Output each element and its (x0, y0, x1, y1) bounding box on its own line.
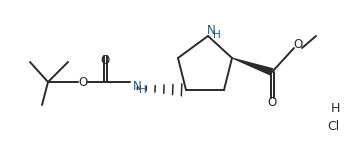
Text: H: H (330, 101, 340, 114)
Text: O: O (268, 97, 277, 109)
Text: H: H (139, 85, 147, 95)
Text: O: O (79, 76, 88, 89)
Text: N: N (132, 81, 142, 94)
Text: O: O (293, 38, 303, 51)
Text: N: N (207, 24, 215, 38)
Polygon shape (232, 57, 273, 76)
Text: O: O (100, 54, 110, 67)
Text: H: H (213, 30, 221, 40)
Text: Cl: Cl (327, 119, 339, 133)
